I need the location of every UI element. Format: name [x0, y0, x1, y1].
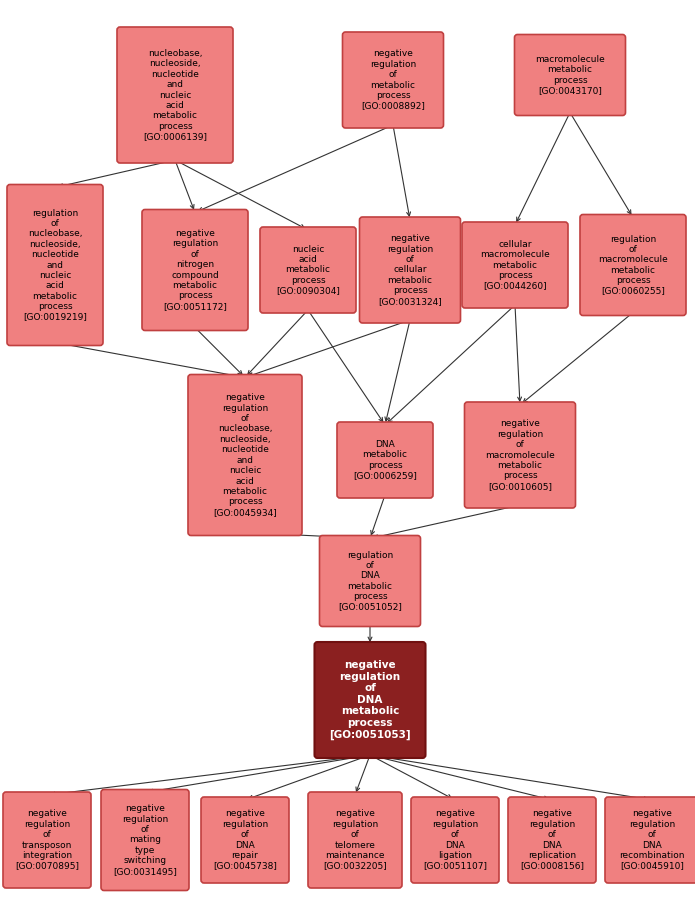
Text: regulation
of
macromolecule
metabolic
process
[GO:0060255]: regulation of macromolecule metabolic pr… [598, 235, 668, 295]
FancyBboxPatch shape [117, 27, 233, 163]
Text: negative
regulation
of
nucleobase,
nucleoside,
nucleotide
and
nucleic
acid
metab: negative regulation of nucleobase, nucle… [213, 394, 277, 516]
Text: negative
regulation
of
DNA
metabolic
process
[GO:0051053]: negative regulation of DNA metabolic pro… [329, 660, 411, 740]
FancyBboxPatch shape [508, 797, 596, 883]
Text: macromolecule
metabolic
process
[GO:0043170]: macromolecule metabolic process [GO:0043… [535, 55, 605, 95]
Text: negative
regulation
of
mating
type
switching
[GO:0031495]: negative regulation of mating type switc… [113, 804, 177, 875]
FancyBboxPatch shape [260, 227, 356, 313]
Text: negative
regulation
of
DNA
recombination
[GO:0045910]: negative regulation of DNA recombination… [619, 810, 685, 871]
FancyBboxPatch shape [188, 375, 302, 535]
Text: DNA
metabolic
process
[GO:0006259]: DNA metabolic process [GO:0006259] [353, 440, 417, 480]
Text: negative
regulation
of
DNA
ligation
[GO:0051107]: negative regulation of DNA ligation [GO:… [423, 810, 487, 871]
FancyBboxPatch shape [101, 790, 189, 891]
FancyBboxPatch shape [201, 797, 289, 883]
FancyBboxPatch shape [605, 797, 695, 883]
FancyBboxPatch shape [411, 797, 499, 883]
Text: negative
regulation
of
metabolic
process
[GO:0008892]: negative regulation of metabolic process… [361, 49, 425, 111]
Text: cellular
macromolecule
metabolic
process
[GO:0044260]: cellular macromolecule metabolic process… [480, 240, 550, 290]
FancyBboxPatch shape [343, 32, 443, 128]
FancyBboxPatch shape [320, 535, 420, 626]
FancyBboxPatch shape [359, 217, 461, 323]
Text: negative
regulation
of
macromolecule
metabolic
process
[GO:0010605]: negative regulation of macromolecule met… [485, 419, 555, 491]
Text: negative
regulation
of
telomere
maintenance
[GO:0032205]: negative regulation of telomere maintena… [323, 810, 387, 871]
FancyBboxPatch shape [142, 209, 248, 331]
Text: regulation
of
nucleobase,
nucleoside,
nucleotide
and
nucleic
acid
metabolic
proc: regulation of nucleobase, nucleoside, nu… [23, 208, 87, 322]
FancyBboxPatch shape [7, 185, 103, 345]
FancyBboxPatch shape [580, 215, 686, 315]
FancyBboxPatch shape [3, 792, 91, 888]
Text: nucleobase,
nucleoside,
nucleotide
and
nucleic
acid
metabolic
process
[GO:000613: nucleobase, nucleoside, nucleotide and n… [143, 49, 207, 141]
FancyBboxPatch shape [514, 35, 626, 115]
Text: negative
regulation
of
DNA
replication
[GO:0008156]: negative regulation of DNA replication [… [520, 810, 584, 871]
Text: negative
regulation
of
cellular
metabolic
process
[GO:0031324]: negative regulation of cellular metaboli… [378, 235, 442, 305]
Text: nucleic
acid
metabolic
process
[GO:0090304]: nucleic acid metabolic process [GO:00903… [276, 245, 340, 295]
FancyBboxPatch shape [337, 422, 433, 498]
Text: negative
regulation
of
nitrogen
compound
metabolic
process
[GO:0051172]: negative regulation of nitrogen compound… [163, 229, 227, 311]
Text: regulation
of
DNA
metabolic
process
[GO:0051052]: regulation of DNA metabolic process [GO:… [338, 551, 402, 612]
FancyBboxPatch shape [464, 402, 575, 508]
FancyBboxPatch shape [462, 222, 568, 308]
Text: negative
regulation
of
DNA
repair
[GO:0045738]: negative regulation of DNA repair [GO:00… [213, 810, 277, 871]
FancyBboxPatch shape [308, 792, 402, 888]
Text: negative
regulation
of
transposon
integration
[GO:0070895]: negative regulation of transposon integr… [15, 810, 79, 871]
FancyBboxPatch shape [315, 642, 425, 758]
